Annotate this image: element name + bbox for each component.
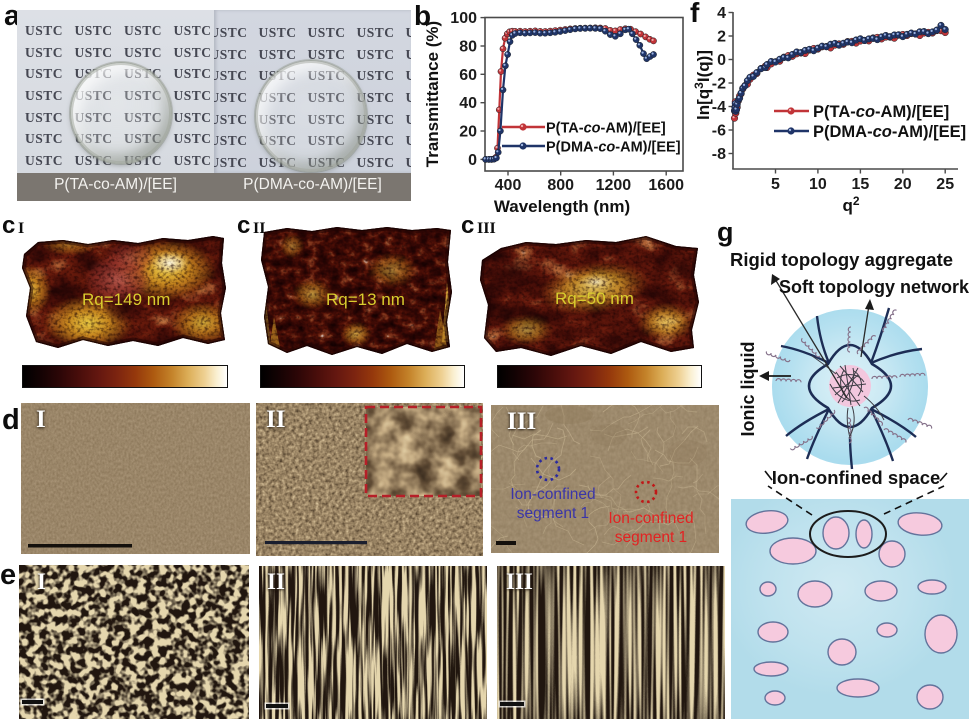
svg-text:20: 20 (459, 124, 477, 141)
svg-text:P(TA-co-AM)/[EE]: P(TA-co-AM)/[EE] (546, 121, 666, 137)
svg-text:-4: -4 (712, 99, 726, 116)
svg-text:400: 400 (495, 177, 522, 194)
svg-text:ln[q3I(q)]: ln[q3I(q)] (692, 50, 713, 120)
svg-text:80: 80 (459, 39, 477, 56)
svg-text:1600: 1600 (648, 177, 684, 194)
svg-text:Transmittance (%): Transmittance (%) (423, 21, 442, 167)
svg-text:-2: -2 (712, 76, 726, 93)
svg-text:Wavelength (nm): Wavelength (nm) (494, 197, 630, 216)
svg-text:Rigid topology aggregate: Rigid topology aggregate (730, 249, 953, 270)
svg-text:2: 2 (717, 29, 726, 46)
svg-text:b: b (415, 0, 431, 31)
svg-text:4: 4 (717, 5, 726, 22)
svg-text:5: 5 (771, 176, 780, 193)
svg-text:20: 20 (894, 176, 912, 193)
svg-text:-6: -6 (712, 123, 726, 140)
svg-text:15: 15 (852, 176, 870, 193)
svg-text:g: g (717, 217, 734, 247)
svg-text:40: 40 (459, 95, 477, 112)
svg-text:Ionic liquid: Ionic liquid (738, 342, 758, 437)
svg-text:P(DMA-co-AM)/[EE]: P(DMA-co-AM)/[EE] (813, 123, 966, 141)
svg-text:f: f (690, 0, 700, 28)
svg-text:10: 10 (809, 176, 827, 193)
svg-text:0: 0 (468, 152, 477, 169)
svg-text:1200: 1200 (596, 177, 632, 194)
svg-text:0: 0 (717, 52, 726, 69)
svg-text:25: 25 (936, 176, 954, 193)
svg-text:P(TA-co-AM)/[EE]: P(TA-co-AM)/[EE] (813, 103, 949, 121)
svg-text:Soft topology network: Soft topology network (779, 277, 969, 297)
svg-text:800: 800 (547, 177, 574, 194)
svg-text:60: 60 (459, 67, 477, 84)
svg-text:P(DMA-co-AM)/[EE]: P(DMA-co-AM)/[EE] (546, 140, 681, 156)
svg-text:-8: -8 (712, 146, 726, 163)
svg-text:Ion-confined space: Ion-confined space (772, 467, 941, 488)
svg-text:100: 100 (450, 10, 477, 27)
